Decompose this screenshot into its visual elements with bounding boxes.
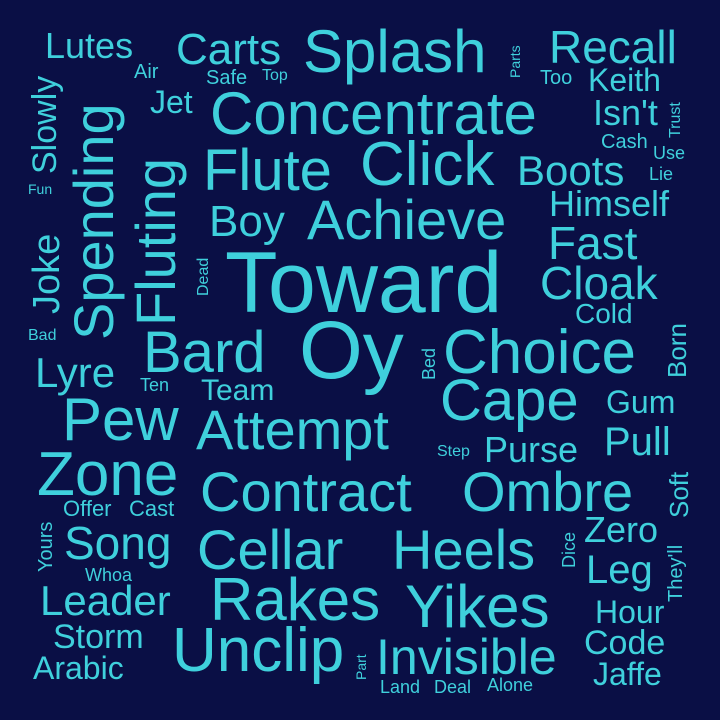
- word-alone: Alone: [487, 675, 534, 695]
- word-isnt: Isn't: [593, 92, 658, 133]
- word-jet: Jet: [150, 84, 193, 120]
- word-ombre: Ombre: [462, 460, 634, 523]
- word-pull: Pull: [604, 420, 671, 464]
- word-purse: Purse: [484, 429, 579, 470]
- word-invisible: Invisible: [376, 629, 557, 685]
- word-gum: Gum: [606, 384, 676, 420]
- word-trust: Trust: [667, 102, 684, 138]
- word-concentrate: Concentrate: [210, 80, 537, 147]
- word-deal: Deal: [434, 677, 472, 697]
- word-use: Use: [653, 143, 686, 163]
- word-bed: Bed: [419, 347, 439, 380]
- word-boots: Boots: [517, 147, 625, 194]
- word-ten: Ten: [140, 375, 170, 395]
- word-yikes: Yikes: [405, 573, 550, 640]
- word-keith: Keith: [588, 62, 661, 98]
- word-oy: Oy: [299, 305, 404, 396]
- word-team: Team: [201, 374, 275, 407]
- word-song: Song: [64, 517, 172, 569]
- word-zone: Zone: [37, 440, 179, 509]
- word-soft: Soft: [664, 471, 694, 518]
- word-theyll: They'll: [665, 544, 687, 602]
- word-part: Part: [353, 654, 369, 680]
- word-slowly: Slowly: [26, 75, 64, 174]
- word-click: Click: [360, 130, 495, 199]
- word-storm: Storm: [53, 618, 144, 656]
- word-lyre: Lyre: [35, 349, 116, 396]
- word-recall: Recall: [549, 21, 677, 73]
- word-carts: Carts: [176, 25, 282, 74]
- word-cellar: Cellar: [197, 518, 344, 581]
- word-air: Air: [134, 61, 159, 83]
- word-fast: Fast: [548, 217, 638, 269]
- word-code: Code: [584, 624, 666, 662]
- word-fluting: Fluting: [124, 157, 187, 326]
- word-whoa: Whoa: [85, 565, 133, 585]
- word-yours: Yours: [35, 521, 57, 572]
- word-cape: Cape: [440, 368, 579, 433]
- word-dead: Dead: [195, 257, 212, 296]
- word-jaffe: Jaffe: [593, 656, 662, 692]
- word-rakes: Rakes: [210, 566, 381, 633]
- word-zero: Zero: [584, 509, 659, 550]
- word-choice: Choice: [443, 318, 636, 387]
- word-offer: Offer: [63, 496, 112, 521]
- word-leader: Leader: [40, 577, 171, 624]
- word-boy: Boy: [209, 197, 285, 246]
- word-lie: Lie: [649, 164, 674, 184]
- word-himself: Himself: [549, 183, 670, 224]
- word-cold: Cold: [575, 298, 633, 329]
- word-land: Land: [380, 677, 421, 697]
- word-fun: Fun: [28, 181, 53, 197]
- word-pew: Pew: [62, 386, 179, 453]
- word-joke: Joke: [26, 233, 68, 314]
- word-born: Born: [662, 323, 692, 378]
- word-heels: Heels: [392, 518, 536, 581]
- word-spending: Spending: [62, 103, 125, 340]
- word-bad: Bad: [28, 327, 57, 344]
- word-flute: Flute: [203, 138, 332, 203]
- word-cloak: Cloak: [540, 257, 658, 309]
- word-unclip: Unclip: [172, 616, 345, 685]
- word-top: Top: [262, 67, 288, 84]
- word-achieve: Achieve: [307, 188, 507, 251]
- word-dice: Dice: [559, 531, 579, 568]
- word-leg: Leg: [586, 548, 653, 592]
- word-contract: Contract: [200, 460, 412, 523]
- word-step: Step: [437, 443, 470, 460]
- word-cash: Cash: [601, 131, 648, 153]
- word-attempt: Attempt: [196, 398, 389, 461]
- word-splash: Splash: [303, 18, 487, 85]
- word-cast: Cast: [129, 496, 175, 521]
- word-bard: Bard: [143, 320, 266, 385]
- word-lutes: Lutes: [45, 25, 134, 66]
- word-safe: Safe: [206, 67, 248, 89]
- word-too: Too: [540, 67, 573, 89]
- word-arabic: Arabic: [33, 650, 124, 686]
- word-hour: Hour: [595, 594, 665, 630]
- word-parts: Parts: [507, 45, 523, 78]
- word-toward: Toward: [225, 235, 503, 331]
